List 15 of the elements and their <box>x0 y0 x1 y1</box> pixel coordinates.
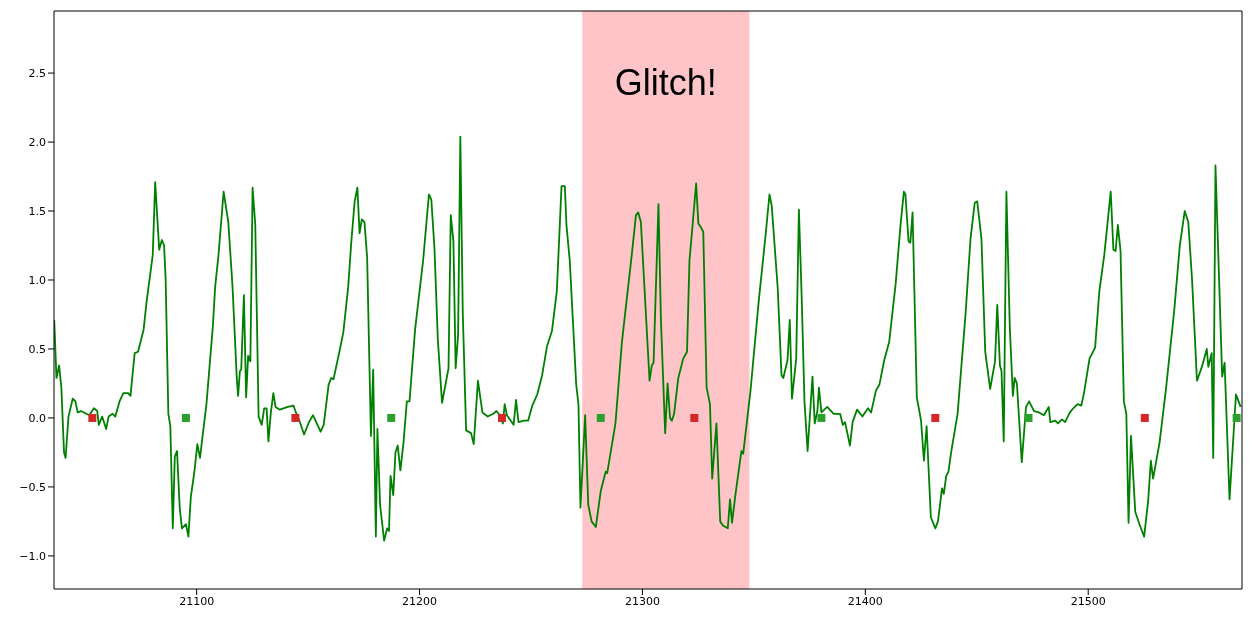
y-tick-label: 2.5 <box>28 66 46 80</box>
y-tick-label: 2.0 <box>28 135 46 149</box>
y-tick-label: 1.0 <box>28 273 46 287</box>
x-tick-label: 21400 <box>847 594 883 608</box>
x-tick-label: 21100 <box>179 594 215 608</box>
x-tick-label: 21300 <box>624 594 660 608</box>
y-tick-label: −1.0 <box>19 549 46 563</box>
x-tick-label: 21200 <box>402 594 438 608</box>
y-tick-label: 0.5 <box>28 342 46 356</box>
line-series <box>54 135 1242 542</box>
band-label: Glitch! <box>614 62 717 103</box>
y-tick-label: −0.5 <box>19 480 46 494</box>
y-tick-label: 0.0 <box>28 411 46 425</box>
y-tick-label: 1.5 <box>28 204 46 218</box>
x-tick-label: 21500 <box>1070 594 1106 608</box>
